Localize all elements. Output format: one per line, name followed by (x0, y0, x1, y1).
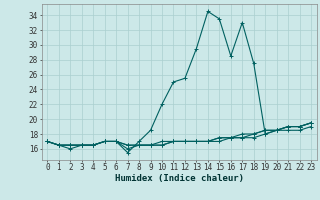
X-axis label: Humidex (Indice chaleur): Humidex (Indice chaleur) (115, 174, 244, 183)
